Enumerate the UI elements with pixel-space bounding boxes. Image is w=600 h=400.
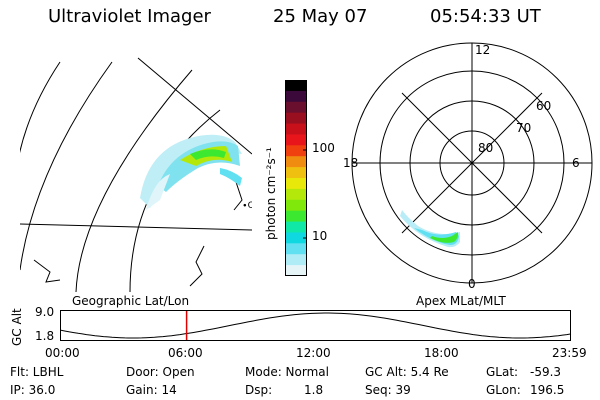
ip-status: IP: 36.0	[10, 383, 56, 397]
time-label: 05:54:33 UT	[430, 6, 541, 27]
time-tick-1: 06:00	[168, 346, 203, 360]
altitude-tick-min: 1.8	[35, 329, 55, 343]
geographic-caption: Geographic Lat/Lon	[72, 294, 190, 308]
aurora-emission	[140, 134, 242, 210]
glon-label: GLon:	[486, 383, 521, 397]
date-label: 25 May 07	[273, 6, 368, 27]
mlt-label-18: 18	[343, 156, 358, 170]
colorbar-tick-10: 10	[312, 229, 328, 243]
colorbar-stripe	[285, 221, 307, 234]
altitude-frame	[60, 310, 571, 341]
glat-label: GLat:	[486, 365, 519, 379]
colorbar-stripe	[285, 112, 307, 125]
colorbar-stripe	[285, 243, 307, 255]
lat-label-80: 80	[478, 141, 493, 155]
gain-status: Gain: 14	[126, 383, 177, 397]
mlt-axis	[401, 92, 543, 234]
time-tick-0: 00:00	[45, 346, 80, 360]
altitude-tick-max: 9.0	[35, 305, 55, 319]
mlt-label-12: 12	[475, 43, 490, 57]
lat-grid-line	[20, 61, 61, 154]
lat-label-70: 70	[516, 121, 531, 135]
altitude-curve	[60, 312, 572, 339]
colorbar-stripe	[285, 265, 307, 276]
time-tick-3: 18:00	[424, 346, 459, 360]
colorbar-stripe	[285, 90, 307, 103]
colorbar-gradient	[285, 80, 307, 276]
geographic-map: ∙O	[20, 57, 252, 292]
colorbar-border	[285, 80, 307, 276]
colorbar-stripe	[285, 199, 307, 212]
lat-grid-line	[20, 61, 113, 271]
colorbar-stripe	[285, 145, 307, 157]
altitude-axis-label: GC Alt	[10, 308, 24, 346]
colorbar-tick-100: 100	[312, 141, 335, 155]
dsp-value: 1.8	[304, 383, 324, 397]
polar-caption: Apex MLat/MLT	[416, 294, 506, 308]
colorbar-stripe	[285, 254, 307, 266]
colorbar-unit-label: photon cm⁻²s⁻¹	[264, 147, 278, 240]
coastline	[33, 259, 61, 283]
colorbar-stripe	[285, 134, 307, 146]
gc-alt-status: GC Alt: 5.4 Re	[365, 365, 449, 379]
dsp-label: Dsp:	[245, 383, 273, 397]
time-tick-2: 12:00	[296, 346, 331, 360]
colorbar-stripe	[285, 210, 307, 223]
door-status: Door: Open	[126, 365, 195, 379]
seq-status: Seq: 39	[365, 383, 411, 397]
lon-grid-line	[137, 57, 252, 155]
flt-status: Flt: LBHL	[10, 365, 64, 379]
aurora-oval	[400, 210, 460, 248]
colorbar-stripe	[285, 178, 307, 190]
mlt-label-6: 6	[572, 156, 580, 170]
time-tick-4: 23:59	[552, 346, 587, 360]
coastline	[233, 181, 243, 211]
lat-grid-line	[75, 69, 193, 292]
colorbar-stripe	[285, 232, 307, 244]
colorbar-stripe	[285, 123, 307, 136]
glon-value: 196.5	[530, 383, 565, 397]
glat-value: -59.3	[530, 365, 562, 379]
colorbar-stripe	[285, 156, 307, 168]
polar-plot: 12 18 6 0 60 70 80	[343, 42, 593, 291]
altitude-track	[60, 310, 572, 341]
lon-grid-line	[20, 223, 252, 231]
colorbar-stripe	[285, 101, 307, 114]
colorbar-stripe	[285, 167, 307, 179]
colorbar	[285, 80, 307, 276]
lat-label-60: 60	[536, 99, 551, 113]
colorbar-stripe	[285, 188, 307, 201]
coast-label: ∙O	[242, 201, 252, 211]
instrument-title: Ultraviolet Imager	[48, 6, 211, 27]
coastline	[189, 245, 205, 287]
mlt-label-0: 0	[468, 277, 476, 291]
mode-status: Mode: Normal	[245, 365, 329, 379]
colorbar-stripe	[285, 80, 307, 92]
